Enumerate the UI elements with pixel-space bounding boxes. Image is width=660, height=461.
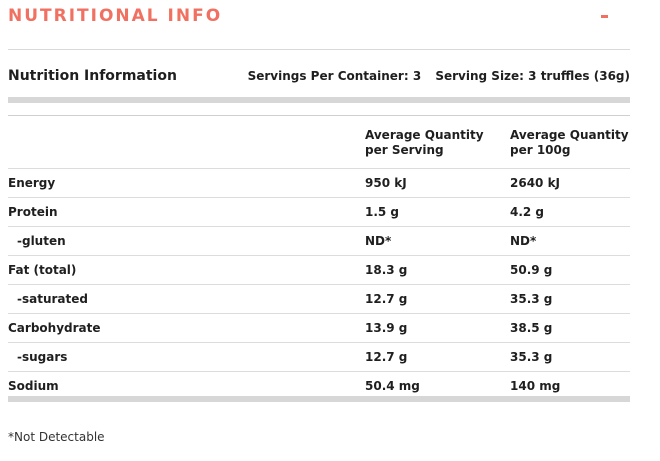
per-100g-value: 4.2 g xyxy=(510,197,630,227)
per-100g-value: 35.3 g xyxy=(510,342,630,372)
section-header[interactable]: NUTRITIONAL INFO xyxy=(8,6,630,30)
per-100g-value: 38.5 g xyxy=(510,313,630,343)
per-100g-value: 50.9 g xyxy=(510,255,630,285)
table-header-row: Average Quantity per Serving Average Qua… xyxy=(8,116,630,169)
nutrient-label: Sodium xyxy=(8,371,365,400)
footnote: *Not Detectable xyxy=(8,430,105,444)
nutrition-table: Average Quantity per Serving Average Qua… xyxy=(8,116,630,400)
minus-icon[interactable] xyxy=(601,15,608,18)
per-serving-value: 12.7 g xyxy=(365,284,510,314)
table-row: Energy 950 kJ 2640 kJ xyxy=(8,168,630,198)
table-row: Sodium 50.4 mg 140 mg xyxy=(8,371,630,400)
divider-thick xyxy=(8,396,630,402)
column-header-per-100g: Average Quantity per 100g xyxy=(510,116,630,169)
servings-per-container: Servings Per Container: 3 xyxy=(247,69,422,83)
nutrient-label: Carbohydrate xyxy=(8,313,365,343)
divider xyxy=(8,49,630,50)
per-serving-value: 12.7 g xyxy=(365,342,510,372)
nutrition-info-row: Nutrition Information Servings Per Conta… xyxy=(8,66,630,88)
per-serving-value: 1.5 g xyxy=(365,197,510,227)
nutrient-label: -gluten xyxy=(8,226,365,256)
table-row: -saturated 12.7 g 35.3 g xyxy=(8,284,630,314)
per-serving-value: 950 kJ xyxy=(365,168,510,198)
table-row: Fat (total) 18.3 g 50.9 g xyxy=(8,255,630,285)
per-100g-value: 140 mg xyxy=(510,371,630,400)
serving-size: Serving Size: 3 truffles (36g) xyxy=(435,69,630,83)
table-row: -gluten ND* ND* xyxy=(8,226,630,256)
column-header-line: per 100g xyxy=(510,143,571,157)
column-header-nutrient xyxy=(8,116,365,169)
table-row: Carbohydrate 13.9 g 38.5 g xyxy=(8,313,630,343)
divider xyxy=(8,115,630,116)
per-serving-value: 50.4 mg xyxy=(365,371,510,400)
per-100g-value: 35.3 g xyxy=(510,284,630,314)
nutrient-label: -sugars xyxy=(8,342,365,372)
per-serving-value: 18.3 g xyxy=(365,255,510,285)
nutrient-label: Fat (total) xyxy=(8,255,365,285)
nutrient-label: -saturated xyxy=(8,284,365,314)
nutrient-label: Energy xyxy=(8,168,365,198)
nutrition-info-title: Nutrition Information xyxy=(8,68,177,84)
section-title: NUTRITIONAL INFO xyxy=(8,6,223,26)
column-header-line: Average Quantity xyxy=(365,128,484,142)
per-100g-value: ND* xyxy=(510,226,630,256)
per-100g-value: 2640 kJ xyxy=(510,168,630,198)
divider-thick xyxy=(8,97,630,103)
serving-meta: Servings Per Container: 3 Serving Size: … xyxy=(248,69,630,83)
column-header-per-serving: Average Quantity per Serving xyxy=(365,116,510,169)
per-serving-value: ND* xyxy=(365,226,510,256)
nutrient-label: Protein xyxy=(8,197,365,227)
table-row: -sugars 12.7 g 35.3 g xyxy=(8,342,630,372)
column-header-line: per Serving xyxy=(365,143,444,157)
per-serving-value: 13.9 g xyxy=(365,313,510,343)
table-row: Protein 1.5 g 4.2 g xyxy=(8,197,630,227)
column-header-line: Average Quantity xyxy=(510,128,629,142)
